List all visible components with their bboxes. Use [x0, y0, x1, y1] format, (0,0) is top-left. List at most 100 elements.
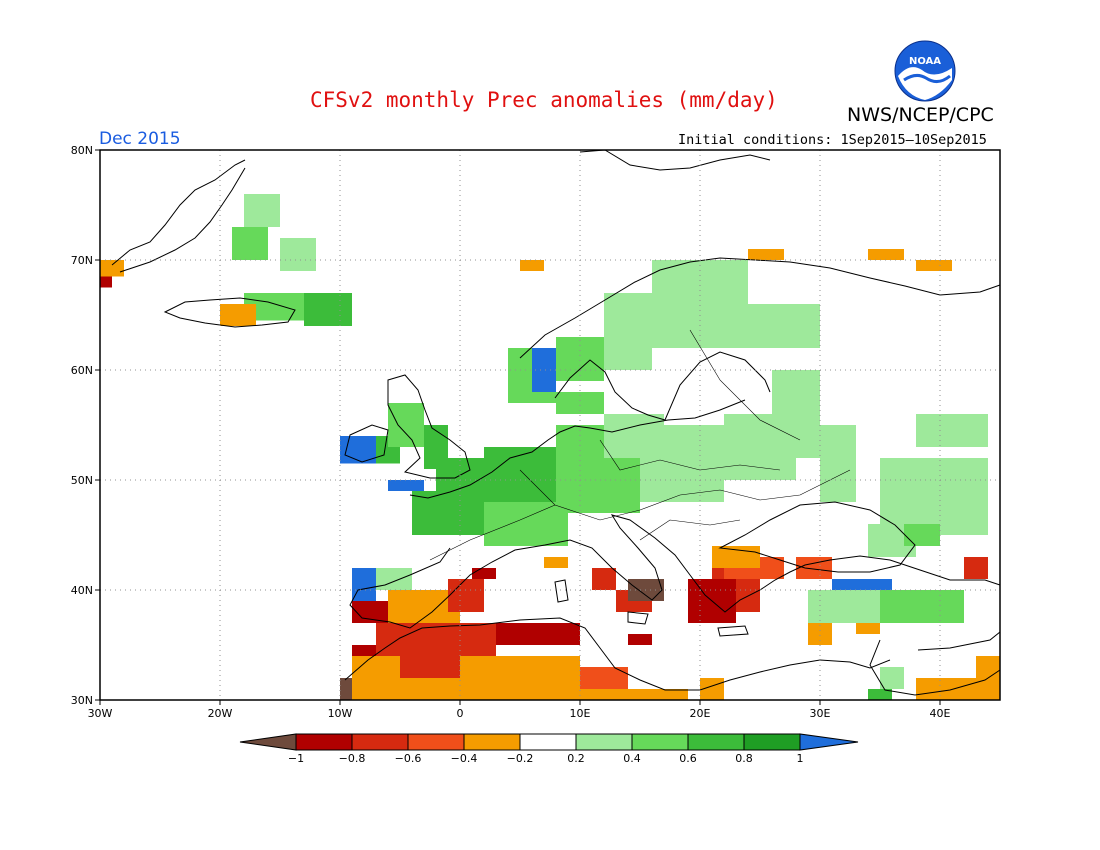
anomaly-cell [652, 260, 748, 348]
anomaly-cell [400, 656, 460, 678]
anomaly-cell [352, 656, 580, 700]
colorbar-tick-label: −0.4 [451, 752, 478, 765]
colorbar-box [575, 733, 633, 751]
anomaly-cell [424, 425, 448, 469]
anomaly-cell [532, 348, 556, 392]
anomaly-cell [916, 414, 988, 447]
anomaly-cell [580, 689, 640, 700]
anomaly-cell [352, 645, 400, 678]
colorbar: −1 −0.8 −0.6 −0.4 −0.2 0.2 0.4 0.6 0.8 1 [239, 733, 859, 765]
anomaly-cell [628, 634, 652, 645]
middle-east-coast [869, 631, 1001, 696]
lon-label: 20W [208, 707, 233, 720]
anomaly-cell [280, 238, 316, 271]
anomaly-cell [100, 260, 124, 277]
anomaly-cell [388, 480, 424, 491]
greenland-coast [111, 159, 246, 273]
colorbar-boxes [239, 733, 859, 751]
anomaly-cell [604, 293, 652, 370]
noaa-logo-text: NOAA [909, 56, 941, 67]
colorbar-tick-label: −0.2 [507, 752, 534, 765]
anomaly-cell [352, 601, 412, 623]
mainland-europe-coast [349, 399, 1001, 629]
lon-label: 30E [810, 707, 831, 720]
anomaly-cell [868, 249, 904, 260]
north-africa-coast [344, 617, 891, 691]
lat-label: 50N [71, 474, 93, 487]
lat-label: 40N [71, 584, 93, 597]
colorbar-tick-label: 0.4 [623, 752, 641, 765]
colorbar-low-arrow [239, 733, 297, 751]
anomaly-cell [712, 546, 760, 568]
anomaly-cell [748, 304, 820, 348]
anomaly-cell [244, 194, 280, 227]
anomaly-cell [556, 392, 604, 414]
anomaly-cell [628, 579, 664, 601]
svalbard-coast [579, 149, 771, 171]
anomaly-cell [616, 590, 652, 612]
colorbar-box [519, 733, 577, 751]
anomaly-cell [976, 656, 1000, 678]
anomaly-cell [904, 524, 940, 546]
lat-label: 70N [71, 254, 93, 267]
graticule [100, 150, 1000, 700]
anomaly-cell [388, 590, 460, 623]
anomaly-cell [484, 502, 568, 546]
anomaly-cell [604, 414, 664, 458]
lon-label: 10E [570, 707, 591, 720]
lon-label: 40E [930, 707, 951, 720]
colorbar-box [631, 733, 689, 751]
borders [429, 329, 851, 561]
lon-label: 0 [457, 707, 464, 720]
anomaly-cell [376, 568, 412, 590]
colorbar-box [351, 733, 409, 751]
agency-label: NWS/NCEP/CPC [847, 104, 994, 126]
chart-title: CFSv2 monthly Prec anomalies (mm/day) [310, 88, 778, 112]
axis-labels: 30W 20W 10W 0 10E 20E 30E 40E 80N 70N 60N 50N 40N 30N [71, 144, 951, 720]
anomaly-cell [340, 436, 376, 464]
anomaly-cell [808, 623, 832, 645]
anomaly-cell [340, 678, 376, 700]
noaa-logo-icon: NOAA [894, 40, 956, 102]
anomaly-cell [868, 524, 916, 557]
anomaly-cell [688, 579, 736, 623]
anomaly-cell [748, 249, 784, 260]
anomaly-cell [880, 667, 904, 689]
anomaly-cell [580, 667, 628, 689]
anomaly-cell [352, 568, 376, 601]
anomaly-cell [304, 293, 352, 326]
anomaly-cell [376, 623, 496, 656]
mediterranean-islands [554, 579, 749, 637]
anomaly-cell [868, 689, 892, 700]
anomaly-cell [796, 557, 832, 579]
colorbar-tick-label: −1 [288, 752, 304, 765]
anomaly-cell [484, 447, 556, 513]
anomaly-cell [388, 403, 424, 447]
anomaly-cell [508, 348, 556, 403]
colorbar-tick-label: 0.2 [567, 752, 585, 765]
coastlines [111, 149, 1001, 696]
anomaly-cell [640, 689, 688, 700]
anomaly-cell [712, 568, 760, 612]
colorbar-box [407, 733, 465, 751]
map-frame [99, 149, 1001, 701]
anomaly-cell [556, 425, 640, 513]
colorbar-high-arrow [799, 733, 859, 751]
anomaly-cell [700, 678, 724, 700]
anomaly-cells [100, 194, 1000, 700]
colorbar-box [295, 733, 353, 751]
colorbar-tick-label: −0.6 [395, 752, 422, 765]
anomaly-cell [436, 458, 484, 491]
anomaly-cell [496, 623, 580, 645]
anomaly-cell [916, 678, 1000, 700]
colorbar-box [687, 733, 745, 751]
anomaly-cell [544, 557, 568, 568]
anomaly-cell [592, 568, 616, 590]
anomaly-cell [556, 337, 604, 381]
anomaly-cell [808, 590, 880, 623]
anomaly-cell [880, 458, 988, 535]
colorbar-tick-label: −0.8 [339, 752, 366, 765]
anomaly-cell [376, 436, 400, 464]
iceland-coast [163, 297, 296, 328]
colorbar-tick-label: 0.8 [735, 752, 753, 765]
